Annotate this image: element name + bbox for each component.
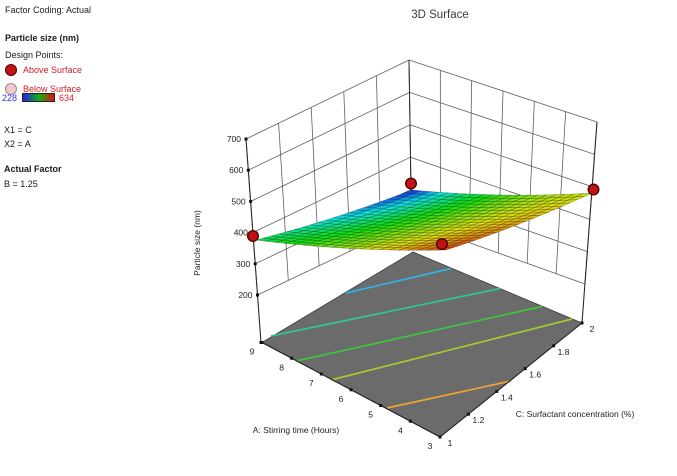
design-point-above-surface [405,177,418,190]
a-tick-label: 6 [339,394,344,404]
above-surface-dot-icon [5,64,17,76]
a-tick-label: 8 [279,362,284,372]
plot-title: 3D Surface [411,9,469,21]
z-tick-label: 200 [238,290,252,300]
c-tick-label: 2 [590,324,595,334]
design-points [246,177,600,250]
below-surface-label: Below Surface [23,84,82,94]
c-tick-label: 1.4 [501,392,513,402]
floor-contour-line [386,380,512,409]
response-title: Particle size (nm) [5,33,80,43]
tick-dots [244,137,584,439]
surface-mesh [255,189,593,251]
a-tick-label: 7 [309,378,314,388]
z-tick-label: 500 [231,196,245,206]
z-tick-label: 400 [234,228,248,238]
floor-contour-line [345,267,452,294]
design-point-above-surface [587,183,600,196]
floor-contour-line [270,287,501,337]
floor-contour-line [295,305,543,362]
c-tick-label: 1 [448,438,453,448]
factor-coding-label: Factor Coding: Actual [5,5,92,15]
c-tick-label: 1.8 [558,347,570,357]
a-tick-label: 4 [398,425,403,435]
design-points-label: Design Points: [5,50,64,60]
design-point-above-surface [246,229,259,242]
c-tick-label: 1.2 [472,415,484,425]
scale-max-value: 634 [59,93,75,103]
a-tick-label: 3 [428,441,433,451]
scale-min-value: 228 [2,93,18,103]
x1-assignment: X1 = C [4,125,32,135]
z-tick-label: 700 [227,134,241,144]
actual-factor-label: Actual Factor [4,164,62,174]
above-surface-label: Above Surface [23,65,83,75]
x2-assignment: X2 = A [4,139,31,149]
design-point-above-surface [436,237,449,250]
color-scale-bar [22,93,55,102]
z-tick-label: 300 [236,259,250,269]
a-tick-label: 5 [368,410,373,420]
c-axis-label: C: Surfactant concentration (%) [515,409,635,419]
a-axis-label: A: Stirring time (Hours) [252,425,340,435]
actual-factor-value: B = 1.25 [4,179,38,189]
below-surface-dot-icon [5,83,17,95]
z-axis-label: Particle size (nm) [192,210,202,276]
z-tick-label: 600 [229,165,243,175]
a-tick-label: 9 [250,347,255,357]
tick-labels: 700 600 500 400 300 200 9 8 7 6 5 4 3 1 1.2 1.4 1.6 1.8 2 [227,134,595,451]
c-tick-label: 1.6 [529,370,541,380]
floor-contour-line [330,318,573,381]
